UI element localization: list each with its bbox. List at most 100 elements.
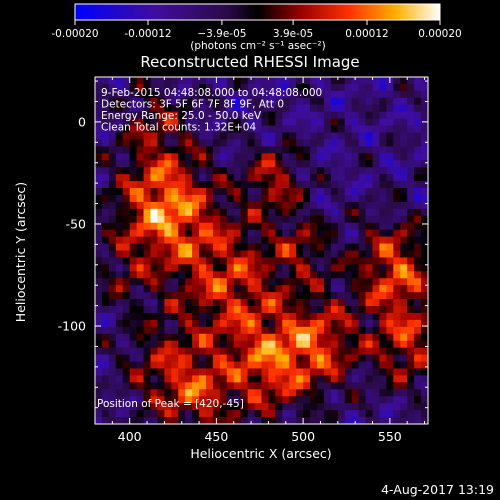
heatmap-pixel (282, 403, 290, 411)
heatmap-pixel (192, 306, 200, 314)
heatmap-pixel (164, 333, 172, 342)
heatmap-pixel (129, 215, 138, 224)
heatmap-pixel (233, 153, 242, 161)
heatmap-pixel (101, 257, 110, 265)
heatmap-pixel (157, 319, 165, 328)
heatmap-pixel (351, 90, 360, 99)
heatmap-pixel (164, 340, 172, 349)
heatmap-pixel (310, 243, 318, 251)
heatmap-pixel (199, 368, 207, 376)
heatmap-pixel (282, 188, 290, 196)
heatmap-pixel (344, 208, 353, 217)
heatmap-pixel (206, 125, 214, 133)
heatmap-pixel (344, 229, 353, 238)
heatmap-pixel (226, 347, 235, 355)
heatmap-pixel (129, 160, 138, 168)
heatmap-pixel (226, 146, 235, 154)
heatmap-pixel (344, 174, 353, 182)
heatmap-pixel (185, 222, 193, 231)
heatmap-pixel (178, 174, 186, 182)
heatmap-pixel (337, 403, 346, 411)
heatmap-pixel (178, 236, 186, 244)
heatmap-pixel (157, 264, 165, 272)
heatmap-pixel (171, 292, 179, 300)
heatmap-pixel (164, 97, 172, 106)
heatmap-pixel (393, 146, 401, 154)
heatmap-pixel (233, 243, 242, 251)
heatmap-pixel (247, 417, 255, 425)
heatmap-pixel (240, 417, 249, 425)
heatmap-pixel (414, 83, 422, 92)
heatmap-pixel (344, 333, 353, 342)
heatmap-pixel (185, 340, 193, 349)
heatmap-pixel (178, 319, 186, 328)
heatmap-pixel (185, 83, 193, 92)
heatmap-pixel (296, 139, 304, 147)
heatmap-pixel (275, 257, 283, 265)
heatmap-pixel (393, 222, 401, 231)
heatmap-pixel (379, 361, 387, 369)
heatmap-pixel (226, 278, 235, 286)
heatmap-pixel (95, 389, 103, 397)
heatmap-pixel (178, 264, 186, 272)
heatmap-pixel (421, 396, 429, 404)
heatmap-pixel (219, 417, 228, 425)
heatmap-pixel (157, 312, 165, 321)
heatmap-pixel (268, 417, 276, 425)
heatmap-pixel (192, 132, 200, 140)
heatmap-pixel (108, 250, 117, 258)
heatmap-pixel (317, 299, 325, 307)
heatmap-pixel (407, 132, 415, 140)
heatmap-pixel (317, 160, 325, 168)
heatmap-pixel (206, 306, 214, 314)
heatmap-pixel (310, 222, 318, 231)
heatmap-pixel (337, 375, 346, 383)
heatmap-pixel (136, 264, 144, 272)
heatmap-pixel (317, 229, 325, 238)
heatmap-pixel (185, 167, 193, 175)
heatmap-pixel (115, 375, 124, 383)
heatmap-pixel (344, 77, 353, 85)
heatmap-pixel (261, 306, 269, 314)
heatmap-pixel (115, 250, 124, 258)
heatmap-pixel (365, 333, 373, 342)
heatmap-pixel (157, 104, 165, 113)
heatmap-pixel (407, 236, 415, 244)
heatmap-pixel (407, 194, 415, 203)
heatmap-pixel (101, 368, 110, 376)
heatmap-pixel (330, 160, 339, 168)
heatmap-pixel (414, 312, 422, 321)
heatmap-pixel (108, 229, 117, 238)
heatmap-pixel (296, 410, 304, 418)
heatmap-pixel (275, 396, 283, 404)
heatmap-pixel (330, 188, 339, 196)
heatmap-pixel (101, 188, 110, 196)
heatmap-pixel (115, 222, 124, 231)
heatmap-pixel (206, 139, 214, 147)
heatmap-pixel (317, 396, 325, 404)
heatmap-pixel (178, 292, 186, 300)
heatmap-pixel (143, 208, 151, 217)
heatmap-pixel (101, 181, 110, 189)
heatmap-pixel (296, 340, 304, 349)
heatmap-pixel (289, 90, 297, 99)
heatmap-pixel (115, 389, 124, 397)
heatmap-pixel (157, 326, 165, 335)
heatmap-pixel (386, 354, 394, 362)
heatmap-pixel (323, 132, 332, 140)
heatmap-pixel (365, 167, 373, 175)
heatmap-pixel (393, 194, 401, 203)
heatmap-pixel (185, 97, 193, 106)
colorbar-tick-label: -0.00012 (124, 28, 171, 40)
heatmap-pixel (226, 306, 235, 314)
heatmap-pixel (164, 160, 172, 168)
heatmap-pixel (358, 181, 366, 189)
heatmap-pixel (379, 375, 387, 383)
heatmap-pixel (414, 347, 422, 355)
heatmap-pixel (303, 90, 311, 99)
heatmap-pixel (407, 83, 415, 92)
heatmap-pixel (268, 188, 276, 196)
heatmap-pixel (400, 236, 408, 244)
heatmap-pixel (330, 174, 339, 182)
heatmap-pixel (129, 118, 138, 126)
